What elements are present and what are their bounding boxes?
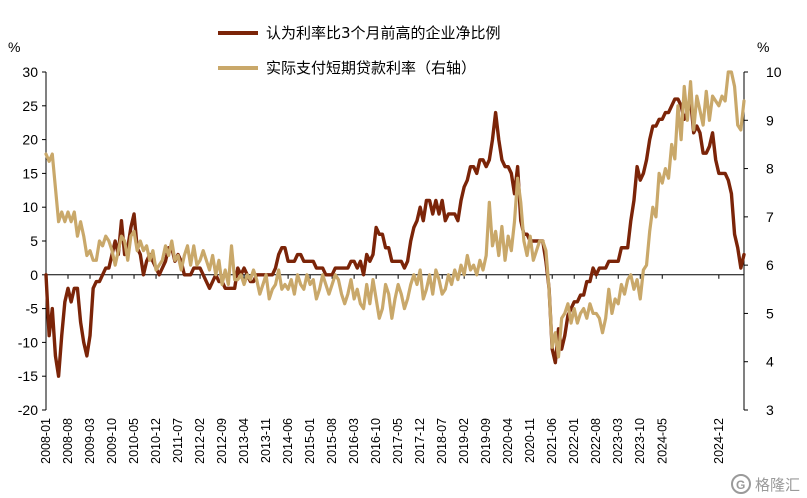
left-axis: -20 -15 -10 -5 0 5 10 15 20 25 30 bbox=[18, 64, 47, 418]
x-axis-tick-label: 2019-02 bbox=[457, 418, 471, 464]
right-axis: 3 4 5 6 7 8 9 10 bbox=[743, 64, 782, 418]
series-line-loan-rate bbox=[44, 70, 746, 359]
x-axis-tick-label: 2011-07 bbox=[171, 418, 185, 463]
x-axis-tick-label: 2017-05 bbox=[391, 418, 405, 464]
series-line-net-ratio bbox=[44, 97, 746, 378]
x-axis: 2008-01 2008-08 2009-03 2009-10 2010-05 2010-… bbox=[39, 274, 744, 464]
x-axis-tick-label: 2021-06 bbox=[545, 418, 559, 464]
left-axis-tick-label: 5 bbox=[30, 233, 38, 249]
right-axis-tick-label: 3 bbox=[766, 402, 774, 418]
right-axis-unit: % bbox=[757, 39, 769, 55]
x-axis-tick-label: 2012-09 bbox=[215, 418, 229, 464]
x-axis-tick-label: 2024-12 bbox=[712, 418, 726, 464]
right-axis-tick-label: 4 bbox=[766, 354, 774, 370]
right-axis-tick-label: 9 bbox=[766, 112, 774, 128]
x-axis-tick-label: 2019-09 bbox=[479, 418, 493, 464]
left-axis-tick-label: -15 bbox=[18, 368, 38, 384]
x-axis-tick-label: 2009-03 bbox=[83, 418, 97, 464]
x-axis-tick-label: 2015-08 bbox=[325, 418, 339, 464]
g-logo-icon: G bbox=[731, 474, 751, 494]
svg-text:G: G bbox=[736, 478, 745, 492]
x-axis-tick-label: 2020-11 bbox=[523, 418, 537, 463]
x-axis-tick-label: 2018-07 bbox=[435, 418, 449, 464]
x-axis-tick-label: 2016-10 bbox=[369, 418, 383, 464]
left-axis-tick-label: -20 bbox=[18, 402, 38, 418]
x-axis-tick-label: 2022-08 bbox=[589, 418, 603, 464]
right-axis-tick-label: 10 bbox=[766, 64, 782, 80]
right-axis-tick-label: 6 bbox=[766, 257, 774, 273]
watermark: G 格隆汇 bbox=[731, 474, 800, 494]
left-axis-tick-label: 30 bbox=[22, 64, 38, 80]
x-axis-tick-label: 2014-06 bbox=[281, 418, 295, 464]
x-axis-tick-label: 2009-10 bbox=[105, 418, 119, 464]
left-axis-tick-label: 0 bbox=[30, 267, 38, 283]
x-axis-tick-label: 2013-11 bbox=[259, 418, 273, 463]
series-layer bbox=[44, 70, 746, 378]
left-axis-tick-label: 20 bbox=[22, 132, 38, 148]
x-axis-tick-label: 2010-12 bbox=[149, 418, 163, 464]
watermark-text: 格隆汇 bbox=[755, 476, 800, 494]
x-axis-tick-label: 2008-08 bbox=[61, 418, 75, 464]
x-axis-tick-label: 2008-01 bbox=[39, 418, 53, 464]
left-axis-tick-label: -5 bbox=[26, 301, 39, 317]
x-axis-tick-label: 2012-02 bbox=[193, 418, 207, 464]
legend-label-net-ratio: 认为利率比3个月前高的企业净比例 bbox=[266, 24, 501, 42]
x-axis-tick-label: 2015-01 bbox=[303, 418, 317, 464]
right-axis-tick-label: 7 bbox=[766, 209, 774, 225]
x-axis-tick-label: 2022-01 bbox=[567, 418, 581, 464]
x-axis-tick-label: 2016-03 bbox=[347, 418, 361, 464]
left-axis-tick-label: 10 bbox=[22, 199, 38, 215]
x-axis-tick-label: 2023-10 bbox=[633, 418, 647, 464]
x-axis-tick-label: 2024-05 bbox=[655, 418, 669, 464]
legend: 认为利率比3个月前高的企业净比例 实际支付短期贷款利率（右轴） bbox=[218, 24, 501, 77]
x-axis-tick-label: 2010-05 bbox=[127, 418, 141, 464]
x-axis-tick-label: 2020-04 bbox=[501, 418, 515, 464]
right-axis-tick-label: 8 bbox=[766, 161, 774, 177]
x-axis-tick-label: 2013-04 bbox=[237, 418, 251, 464]
left-axis-tick-label: -10 bbox=[18, 334, 38, 350]
x-axis-tick-label: 2023-03 bbox=[611, 418, 625, 464]
left-axis-unit: % bbox=[8, 39, 20, 55]
right-axis-tick-label: 5 bbox=[766, 305, 774, 321]
x-axis-tick-label: 2017-12 bbox=[413, 418, 427, 464]
legend-label-loan-rate: 实际支付短期贷款利率（右轴） bbox=[266, 59, 476, 77]
left-axis-tick-label: 15 bbox=[22, 165, 38, 181]
left-axis-tick-label: 25 bbox=[22, 98, 38, 114]
